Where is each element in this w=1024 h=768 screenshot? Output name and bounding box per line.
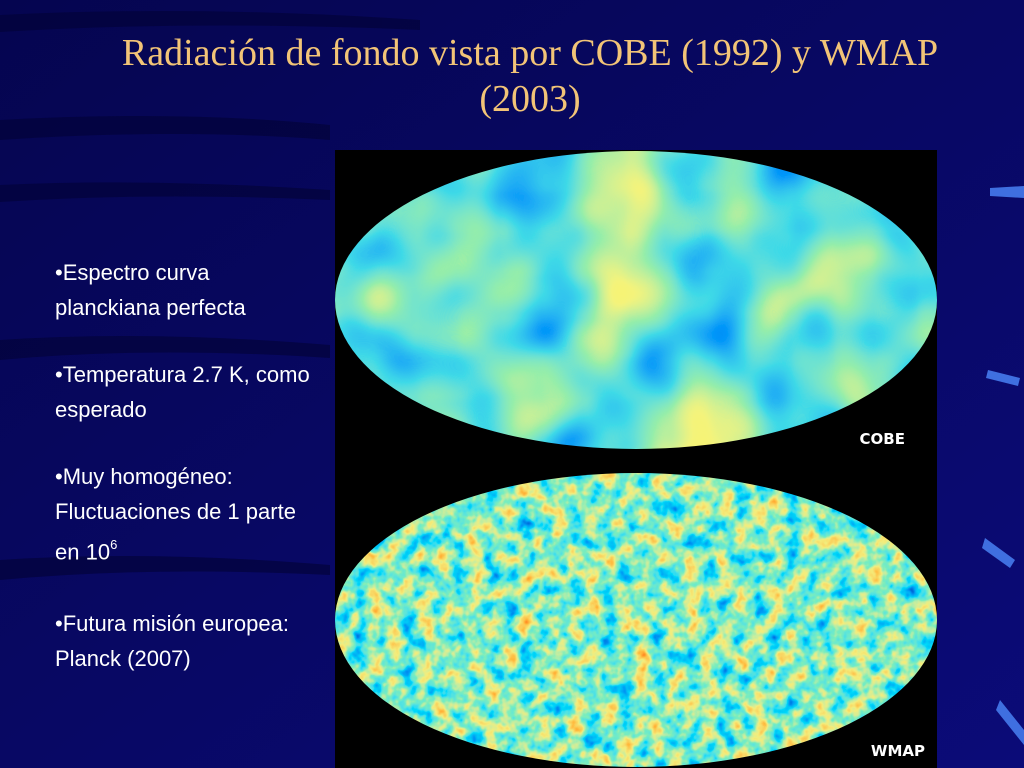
bullet: •Futura misión europea: Planck (2007) [55,611,289,671]
slide-title: Radiación de fondo vista por COBE (1992)… [121,32,939,120]
bullet-text: •Muy homogéneo: Fluctuaciones de 1 parte… [55,464,296,565]
superscript: 6 [110,537,118,552]
bullet: •Espectro curva planckiana perfecta [55,260,246,320]
map-label: COBE [860,430,905,448]
map-label: WMAP [871,742,925,760]
bullet: •Temperatura 2.7 K, como esperado [55,362,310,422]
sky-maps: COBE WMAP [335,150,937,768]
bullet: •Muy homogéneo: Fluctuaciones de 1 parte… [55,459,320,569]
